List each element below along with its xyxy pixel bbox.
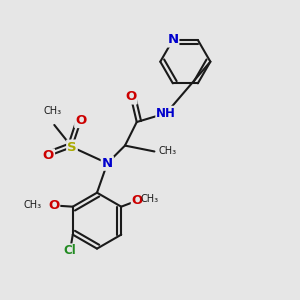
Text: O: O <box>48 199 59 212</box>
Text: O: O <box>125 91 136 103</box>
Text: O: O <box>43 149 54 162</box>
Text: N: N <box>167 34 178 46</box>
Text: CH₃: CH₃ <box>159 146 177 157</box>
Text: N: N <box>102 157 113 170</box>
Text: S: S <box>67 141 77 154</box>
Text: CH₃: CH₃ <box>141 194 159 204</box>
Text: Cl: Cl <box>64 244 76 257</box>
Text: CH₃: CH₃ <box>44 106 62 116</box>
Text: CH₃: CH₃ <box>23 200 41 210</box>
Text: NH: NH <box>156 107 176 120</box>
Text: O: O <box>75 114 86 127</box>
Text: O: O <box>132 194 143 207</box>
